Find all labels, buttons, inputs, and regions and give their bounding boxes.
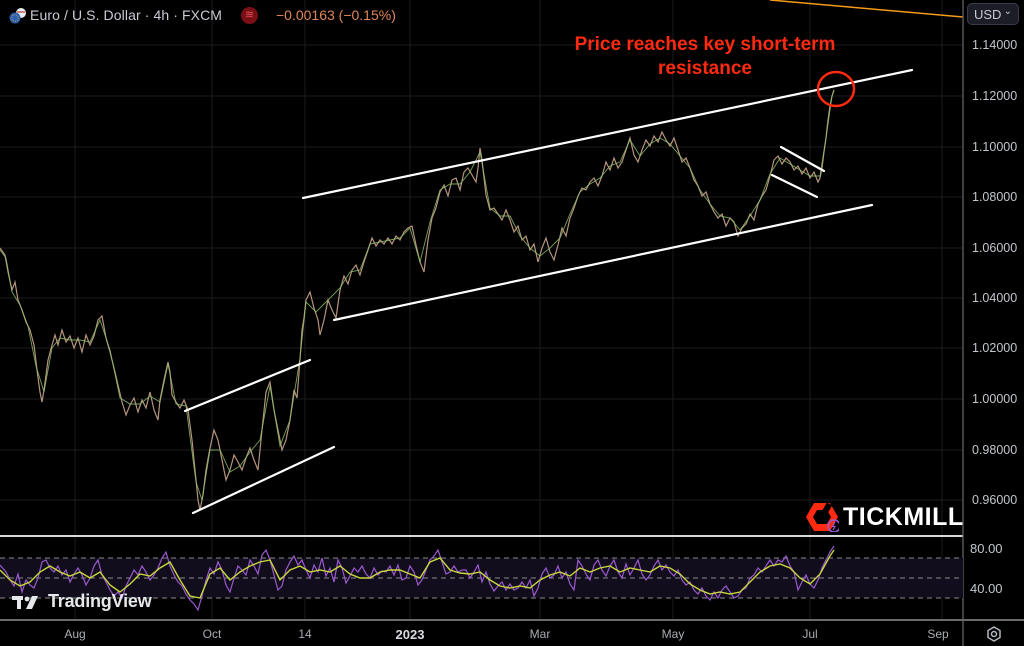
main-channel-lower (332, 203, 874, 322)
chevron-down-icon: ⌄ (1003, 6, 1012, 17)
rsi-pane (0, 545, 963, 612)
small-channel-lower (191, 445, 336, 515)
price-tick: 1.00000 (972, 392, 1018, 406)
annotation-line-2: resistance (657, 58, 752, 79)
currency-value: USD (974, 7, 1002, 22)
main-channel-upper (301, 68, 914, 200)
rsi-ma-line (0, 549, 835, 599)
tradingview-text: TradingView (48, 591, 152, 611)
price-tick: 0.98000 (972, 443, 1018, 457)
chart-annotation: Price reaches key short-term resistance (540, 33, 870, 81)
symbol-title[interactable]: Euro / U.S. Dollar · 4h · FXCM (30, 7, 223, 23)
time-tick: May (661, 627, 685, 641)
tickmill-watermark: TICKMILL (805, 502, 964, 532)
tradingview-watermark: TradingView (12, 591, 152, 612)
tradingview-logo-icon (12, 595, 38, 609)
rsi-indicator-icon[interactable]: ≋ (241, 7, 258, 24)
time-tick: Mar (529, 627, 551, 641)
time-tick-year: 2023 (395, 627, 425, 642)
price-tick: 1.08000 (972, 190, 1018, 204)
small-channel-upper (183, 358, 312, 413)
time-tick: Aug (64, 627, 86, 641)
time-tick: 14 (298, 627, 312, 641)
price-change: −0.00163 (−0.15%) (276, 7, 396, 23)
orange-trendline (769, 0, 964, 18)
price-tick: 0.96000 (972, 493, 1018, 507)
price-tick: 1.10000 (972, 140, 1018, 154)
settings-gear-icon[interactable] (985, 625, 1003, 643)
price-tick: 1.12000 (972, 89, 1018, 103)
annotation-line-1: Price reaches key short-term (574, 34, 836, 55)
price-tick: 1.14000 (972, 38, 1018, 52)
time-tick: Jul (802, 627, 818, 641)
rsi-tick: 80.00 (970, 541, 1003, 556)
price-grid (0, 44, 963, 501)
price-tick: 1.02000 (972, 341, 1018, 355)
trendlines (183, 68, 914, 515)
tickmill-logo-icon (806, 502, 839, 532)
time-tick: Oct (202, 627, 222, 641)
rsi-line (0, 545, 835, 612)
price-tick: 1.06000 (972, 241, 1018, 255)
currency-select[interactable]: USD ⌄ (967, 3, 1019, 25)
flag-upper (779, 145, 826, 173)
time-tick: Sep (927, 627, 949, 641)
price-series (0, 89, 835, 511)
resistance-circle (816, 70, 856, 108)
flag-lower (770, 173, 819, 199)
tickmill-text: TICKMILL (843, 502, 964, 531)
price-tick: 1.04000 (972, 291, 1018, 305)
eur-usd-flag-icon (9, 8, 26, 24)
rsi-tick: 40.00 (970, 581, 1003, 596)
